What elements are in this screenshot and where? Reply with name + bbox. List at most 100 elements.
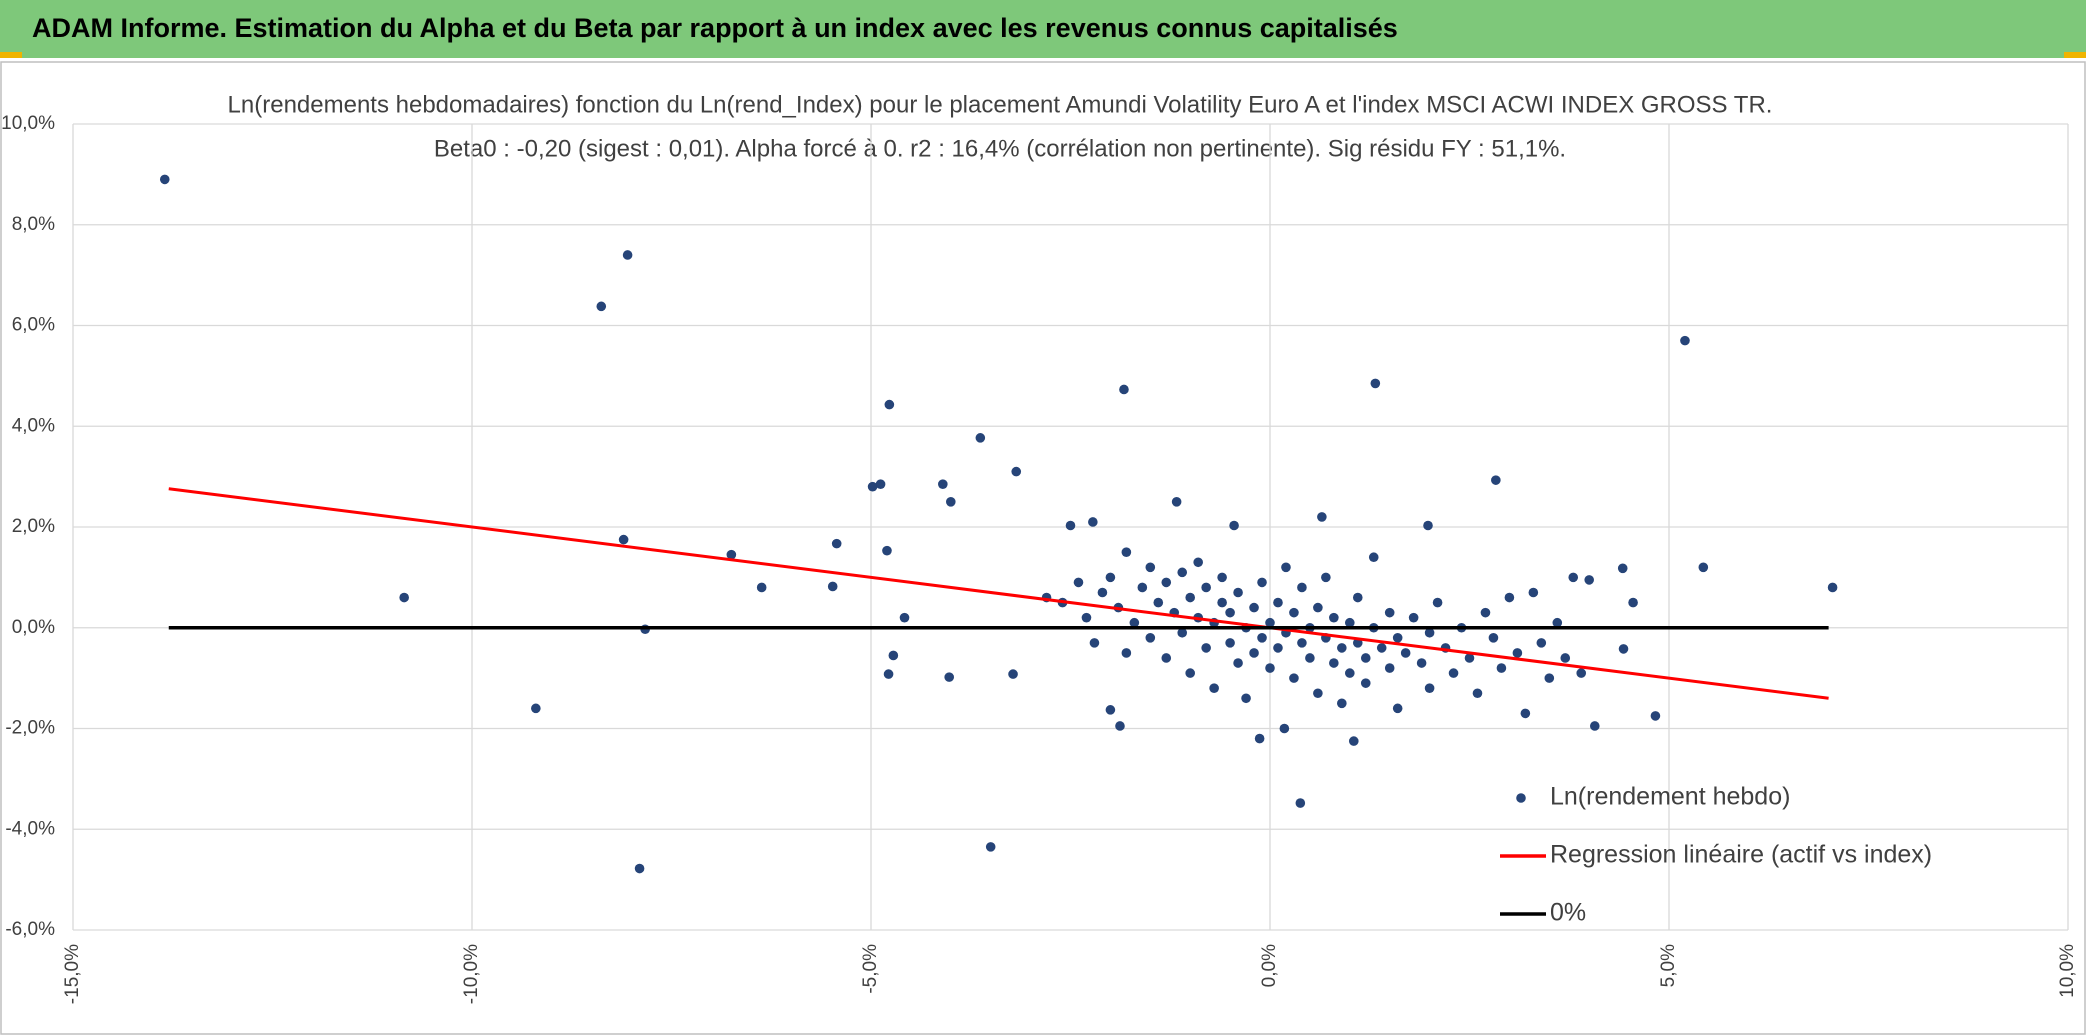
- chart-frame: [0, 61, 2086, 1035]
- chart-subtitle: Beta0 : -0,20 (sigest : 0,01). Alpha for…: [434, 135, 1566, 162]
- data-point: [1265, 617, 1275, 628]
- x-tick-label: -10,0%: [461, 944, 482, 1004]
- legend-label: Regression linéaire (actif vs index): [1550, 841, 1932, 869]
- data-point: [1217, 572, 1227, 583]
- data-point: [1289, 673, 1299, 683]
- data-point: [1121, 547, 1132, 557]
- data-point: [1011, 466, 1022, 477]
- y-tick-label: 10,0%: [1, 113, 55, 134]
- data-point: [1368, 552, 1379, 563]
- data-point: [1185, 668, 1195, 678]
- data-point: [1423, 520, 1433, 531]
- x-tick-label: 5,0%: [1658, 944, 1679, 987]
- data-point: [888, 650, 899, 661]
- data-point: [1337, 643, 1347, 653]
- data-point: [1193, 557, 1203, 568]
- data-point: [1424, 683, 1435, 693]
- data-point: [1589, 721, 1600, 731]
- data-point: [1416, 658, 1427, 668]
- y-tick-label: -2,0%: [5, 718, 55, 739]
- data-point: [1209, 683, 1219, 693]
- data-point: [1628, 597, 1638, 608]
- data-point: [1257, 633, 1267, 643]
- data-point: [1472, 688, 1483, 699]
- data-point: [1392, 703, 1403, 714]
- data-point: [1408, 612, 1419, 623]
- data-point: [1008, 669, 1018, 679]
- data-point: [1384, 607, 1395, 618]
- data-point: [1249, 648, 1259, 658]
- header-title: ADAM Informe. Estimation du Alpha et du …: [32, 13, 1398, 43]
- data-point: [1161, 653, 1172, 663]
- data-point: [1827, 582, 1838, 593]
- data-point: [596, 301, 607, 312]
- data-point: [899, 612, 910, 623]
- data-point: [1680, 335, 1690, 346]
- data-point: [1321, 572, 1331, 583]
- y-tick-label: 4,0%: [12, 415, 55, 436]
- data-point: [1536, 638, 1547, 648]
- data-point: [1161, 577, 1172, 588]
- data-point: [985, 842, 996, 852]
- data-point: [756, 582, 767, 593]
- data-point: [1305, 653, 1315, 663]
- data-point: [975, 433, 986, 443]
- data-point: [1313, 688, 1323, 699]
- x-tick-label: -15,0%: [62, 944, 83, 1004]
- data-point: [1370, 378, 1381, 389]
- data-point: [1279, 723, 1290, 734]
- data-point: [1480, 607, 1491, 618]
- data-point: [1552, 617, 1563, 628]
- data-point: [1448, 668, 1459, 678]
- data-point: [1504, 592, 1515, 603]
- data-point: [882, 545, 892, 556]
- data-point: [1185, 592, 1195, 603]
- data-point: [1313, 602, 1323, 613]
- data-point: [1544, 673, 1555, 683]
- data-point: [831, 538, 842, 549]
- data-point: [1360, 653, 1371, 663]
- legend-marker: [1516, 793, 1526, 803]
- data-point: [1201, 643, 1211, 653]
- data-point: [1073, 577, 1084, 588]
- data-point: [1491, 475, 1501, 485]
- data-point: [531, 703, 541, 714]
- data-point: [1528, 587, 1539, 598]
- data-point: [159, 174, 170, 185]
- data-point: [1273, 597, 1283, 608]
- data-point: [1254, 733, 1265, 744]
- corner-mark: [2064, 52, 2086, 58]
- data-point: [1241, 693, 1251, 704]
- x-tick-label: 10,0%: [2057, 944, 2078, 998]
- data-point: [1097, 587, 1108, 598]
- data-point: [1424, 627, 1435, 638]
- data-point: [1345, 617, 1355, 628]
- data-point: [1201, 582, 1211, 593]
- data-point: [1145, 562, 1156, 573]
- series-line: [168, 487, 1829, 700]
- data-point: [1115, 721, 1125, 731]
- data-point: [1392, 633, 1403, 643]
- data-point: [1617, 563, 1628, 574]
- data-point: [1432, 597, 1443, 608]
- data-point: [1576, 668, 1587, 678]
- data-point: [399, 592, 409, 603]
- data-point: [1177, 567, 1188, 578]
- data-point: [1384, 663, 1395, 673]
- data-point: [875, 479, 886, 489]
- y-tick-label: 8,0%: [12, 214, 55, 235]
- y-tick-label: -6,0%: [5, 919, 55, 940]
- data-point: [1512, 648, 1523, 658]
- data-point: [1289, 607, 1299, 618]
- data-point: [1171, 497, 1182, 507]
- data-point: [1295, 798, 1306, 808]
- data-point: [1229, 520, 1239, 531]
- data-point: [1137, 582, 1148, 593]
- data-point: [1584, 575, 1594, 585]
- data-point: [726, 549, 737, 560]
- data-point: [1121, 648, 1132, 658]
- data-point: [1352, 592, 1363, 603]
- data-point: [1650, 711, 1661, 721]
- data-point: [1081, 612, 1092, 623]
